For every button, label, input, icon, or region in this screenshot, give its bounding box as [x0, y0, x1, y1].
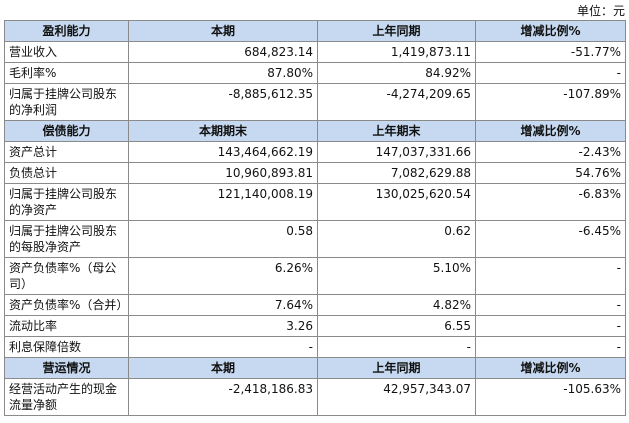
value-cell: 147,037,331.66	[317, 141, 476, 163]
value-cell: 3.26	[128, 315, 318, 337]
data-row: 负债总计 10,960,893.81 7,082,629.88 54.76%	[4, 162, 626, 184]
value-cell: -6.45%	[475, 220, 626, 258]
value-cell: -6.83%	[475, 183, 626, 221]
financial-table: 盈利能力 本期 上年同期 增减比例% 营业收入 684,823.14 1,419,873.1…	[4, 20, 626, 416]
value-cell: 5.10%	[317, 257, 476, 295]
data-row: 资产负债率%（合并） 7.64% 4.82% -	[4, 294, 626, 316]
header-cell: 增减比例%	[475, 20, 626, 42]
value-cell: -	[475, 294, 626, 316]
row-label: 利息保障倍数	[4, 336, 129, 358]
row-label: 经营活动产生的现金流量净额	[4, 378, 129, 416]
value-cell: 7.64%	[128, 294, 318, 316]
data-row: 归属于挂牌公司股东的净资产 121,140,008.19 130,025,620.5…	[4, 183, 626, 221]
value-cell: 684,823.14	[128, 41, 318, 63]
value-cell: -	[475, 315, 626, 337]
data-row: 经营活动产生的现金流量净额 -2,418,186.83 42,957,343.07-…	[4, 378, 626, 416]
value-cell: -8,885,612.35	[128, 83, 318, 121]
value-cell: -	[128, 336, 318, 358]
row-label: 负债总计	[4, 162, 129, 184]
header-cell: 增减比例%	[475, 357, 626, 379]
value-cell: -	[475, 62, 626, 84]
value-cell: -2,418,186.83	[128, 378, 318, 416]
value-cell: 10,960,893.81	[128, 162, 318, 184]
value-cell: 87.80%	[128, 62, 318, 84]
value-cell: 130,025,620.54	[317, 183, 476, 221]
row-label: 归属于挂牌公司股东的净利润	[4, 83, 129, 121]
value-cell: 0.58	[128, 220, 318, 258]
value-cell: -51.77%	[475, 41, 626, 63]
header-row: 盈利能力 本期 上年同期 增减比例%	[4, 20, 626, 42]
row-label: 资产总计	[4, 141, 129, 163]
header-cell: 本期期末	[128, 120, 318, 142]
value-cell: -2.43%	[475, 141, 626, 163]
value-cell: -107.89%	[475, 83, 626, 121]
value-cell: 84.92%	[317, 62, 476, 84]
value-cell: 143,464,662.19	[128, 141, 318, 163]
value-cell: 1,419,873.11	[317, 41, 476, 63]
value-cell: 7,082,629.88	[317, 162, 476, 184]
header-cell: 上年同期	[317, 357, 476, 379]
value-cell: 121,140,008.19	[128, 183, 318, 221]
value-cell: 6.26%	[128, 257, 318, 295]
header-cell: 营运情况	[4, 357, 129, 379]
header-cell: 偿债能力	[4, 120, 129, 142]
data-row: 营业收入 684,823.14 1,419,873.11 -51.77%	[4, 41, 626, 63]
header-row: 偿债能力 本期期末 上年期末 增减比例%	[4, 120, 626, 142]
header-cell: 增减比例%	[475, 120, 626, 142]
value-cell: 42,957,343.07	[317, 378, 476, 416]
value-cell: 6.55	[317, 315, 476, 337]
row-label: 流动比率	[4, 315, 129, 337]
header-cell: 本期	[128, 357, 318, 379]
data-row: 利息保障倍数 - - -	[4, 336, 626, 358]
value-cell: -	[475, 257, 626, 295]
row-label: 归属于挂牌公司股东的每股净资产	[4, 220, 129, 258]
value-cell: -	[317, 336, 476, 358]
data-row: 归属于挂牌公司股东的净利润 -8,885,612.35 -4,274,209.65-…	[4, 83, 626, 121]
row-label: 毛利率%	[4, 62, 129, 84]
header-cell: 上年期末	[317, 120, 476, 142]
value-cell: 0.62	[317, 220, 476, 258]
data-row: 流动比率 3.26 6.55-	[4, 315, 626, 337]
unit-label: 单位：元	[576, 4, 625, 18]
data-row: 资产负债率%（母公司） 6.26% 5.10% -	[4, 257, 626, 295]
data-row: 资产总计 143,464,662.19 147,037,331.66 -2.43%	[4, 141, 626, 163]
value-cell: -105.63%	[475, 378, 626, 416]
header-cell: 上年同期	[317, 20, 476, 42]
row-label: 资产负债率%（合并）	[4, 294, 129, 316]
data-row: 毛利率% 87.80% 84.92% -	[4, 62, 626, 84]
header-cell: 盈利能力	[4, 20, 129, 42]
row-label: 营业收入	[4, 41, 129, 63]
value-cell: 54.76%	[475, 162, 626, 184]
value-cell: 4.82%	[317, 294, 476, 316]
data-row: 归属于挂牌公司股东的每股净资产 0.58 0.62 -6.45%	[4, 220, 626, 258]
header-cell: 本期	[128, 20, 318, 42]
value-cell: -	[475, 336, 626, 358]
header-row: 营运情况 本期 上年同期 增减比例%	[4, 357, 626, 379]
row-label: 资产负债率%（母公司）	[4, 257, 129, 295]
row-label: 归属于挂牌公司股东的净资产	[4, 183, 129, 221]
value-cell: -4,274,209.65	[317, 83, 476, 121]
